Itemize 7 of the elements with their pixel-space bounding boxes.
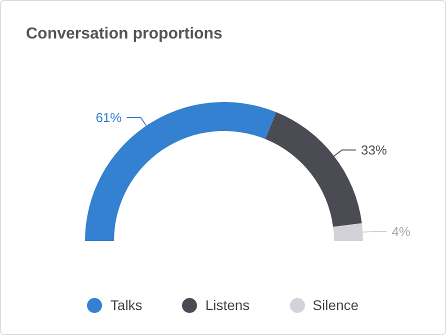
data-label: 61% [96, 110, 122, 125]
legend-label: Talks [110, 297, 142, 313]
legend-label: Silence [312, 297, 359, 313]
data-label: 33% [360, 142, 388, 158]
data-label: 4% [392, 224, 411, 239]
chart-title: Conversation proportions [26, 26, 223, 42]
legend-label: Listens [205, 297, 250, 313]
